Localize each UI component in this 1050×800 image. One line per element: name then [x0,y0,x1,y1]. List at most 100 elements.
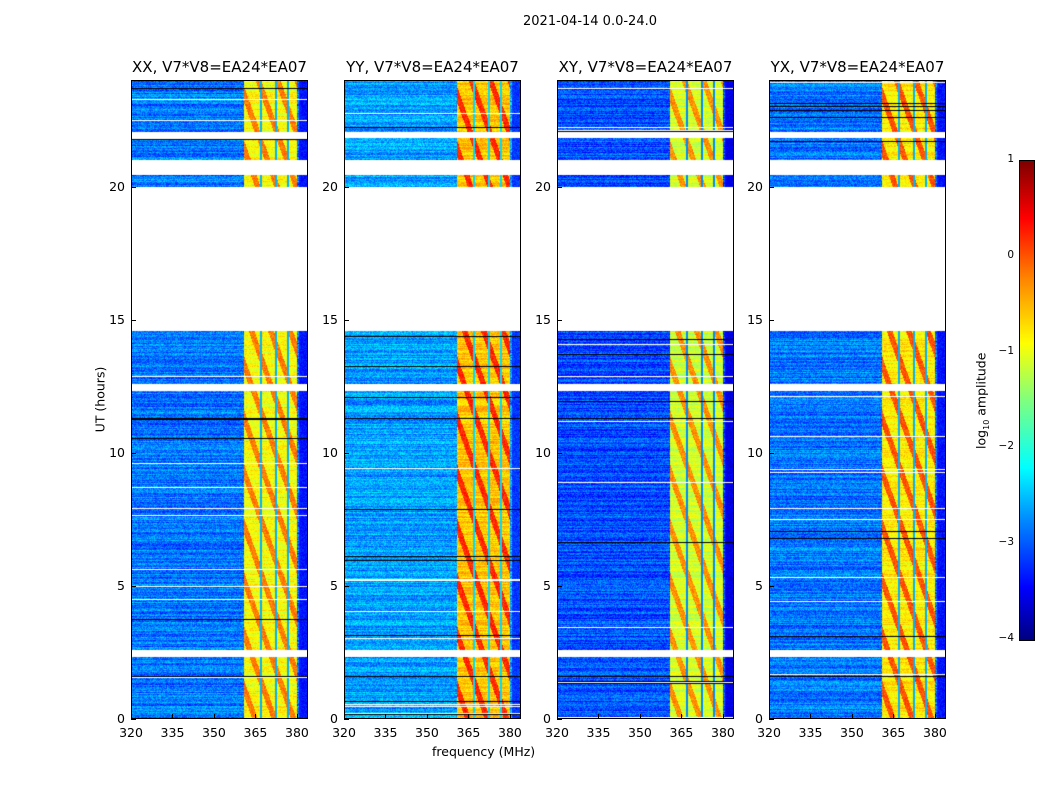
y-tick-mark [131,719,136,720]
axes-frame [131,80,308,719]
heatmap-image [769,80,946,719]
y-tick-label: 5 [330,577,338,593]
y-tick-mark [344,186,349,188]
spectrogram-panel: YY, V7*V8=EA24*EA07 320 335 350 365 380 0 5 10 15… [322,58,522,740]
y-tick-label: 10 [109,444,125,460]
y-tick-label: 20 [109,178,125,194]
y-tick-label: 0 [117,711,125,726]
y-tick-label: 20 [747,178,763,194]
x-tick-mark [934,714,936,719]
y-tick-label: 10 [322,444,338,460]
y-tick-mark [344,452,349,454]
x-tick-label: 380 [923,725,947,740]
figure-title: 2021-04-14 0.0-24.0 [523,14,657,29]
y-tick-mark [769,452,774,454]
x-tick-mark [385,714,387,719]
panel-title: XY, V7*V8=EA24*EA07 [558,58,733,76]
panel-title: YY, V7*V8=EA24*EA07 [346,58,519,76]
axes-frame [769,80,946,719]
x-tick-label: 320 [119,725,143,740]
y-tick-mark [131,452,136,454]
y-tick-mark [344,585,349,587]
colorbar-label: log10 amplitude [973,352,991,449]
spectrogram-panel: XY, V7*V8=EA24*EA07 320 335 350 365 380 0 5 10 15… [535,58,735,740]
heatmap-image [131,80,308,719]
y-tick-mark [557,452,562,454]
y-tick-label: 20 [322,178,338,194]
colorbar-tick-label: 1 [1007,153,1014,165]
y-axis-label: UT (hours) [92,366,108,433]
x-tick-mark [893,714,895,719]
axes-frame [344,80,521,719]
spectrogram-panel: YX, V7*V8=EA24*EA07 320 335 350 365 380 0 5 10 15… [747,58,947,740]
x-tick-mark [722,714,724,719]
y-tick-mark [344,319,349,321]
y-tick-mark [131,186,136,188]
panel-title: XX, V7*V8=EA24*EA07 [132,58,307,76]
x-tick-mark [213,714,215,719]
y-tick-label: 20 [535,178,551,194]
colorbar-tick-label: −2 [998,440,1014,453]
colorbar-tick-label: 0 [1007,248,1014,261]
x-tick-mark [769,714,770,719]
x-tick-label: 365 [881,725,906,740]
x-tick-label: 350 [840,725,864,740]
x-tick-mark [598,714,600,719]
y-tick-mark [557,319,562,321]
x-tick-mark [344,714,345,719]
x-tick-mark [509,714,511,719]
x-tick-label: 350 [628,725,652,740]
y-tick-label: 0 [330,711,338,726]
x-tick-mark [639,714,641,719]
x-tick-mark [172,714,174,719]
x-tick-label: 335 [160,725,185,740]
x-tick-mark [255,714,257,719]
x-tick-label: 380 [498,725,522,740]
panel-title: YX, V7*V8=EA24*EA07 [770,58,945,76]
x-tick-label: 350 [415,725,439,740]
y-tick-mark [769,719,774,720]
y-tick-mark [557,186,562,188]
heatmap-image [344,80,521,719]
x-tick-label: 320 [545,725,569,740]
y-tick-mark [131,319,136,321]
x-tick-label: 380 [711,725,735,740]
colorbar-tick-label: −4 [998,632,1014,644]
x-tick-mark [468,714,470,719]
x-tick-label: 320 [332,725,356,740]
x-tick-label: 350 [202,725,226,740]
x-tick-label: 335 [798,725,823,740]
y-tick-label: 5 [755,577,763,593]
y-tick-label: 5 [543,577,551,593]
x-tick-mark [810,714,812,719]
y-tick-label: 15 [747,311,763,327]
y-tick-label: 5 [117,577,125,593]
y-tick-label: 10 [535,444,551,460]
x-tick-mark [296,714,298,719]
colorbar-tick-label: −1 [998,344,1014,357]
y-tick-mark [557,585,562,587]
x-tick-label: 380 [285,725,309,740]
x-tick-mark [557,714,558,719]
y-tick-mark [344,719,349,720]
colorbar-tick-label: −3 [998,536,1014,549]
x-tick-label: 335 [373,725,398,740]
x-tick-label: 365 [243,725,268,740]
y-tick-mark [131,585,136,587]
x-tick-mark [131,714,132,719]
x-tick-label: 365 [456,725,481,740]
x-axis-label: frequency (MHz) [432,744,536,759]
x-tick-mark [851,714,853,719]
y-tick-mark [557,719,562,720]
y-tick-label: 15 [535,311,551,327]
x-tick-mark [426,714,428,719]
y-tick-label: 15 [322,311,338,327]
x-tick-mark [681,714,683,719]
y-tick-label: 15 [109,311,125,327]
y-tick-mark [769,186,774,188]
colorbar [1019,160,1035,641]
x-tick-label: 365 [669,725,694,740]
y-tick-label: 0 [543,711,551,726]
y-tick-label: 0 [755,711,763,726]
